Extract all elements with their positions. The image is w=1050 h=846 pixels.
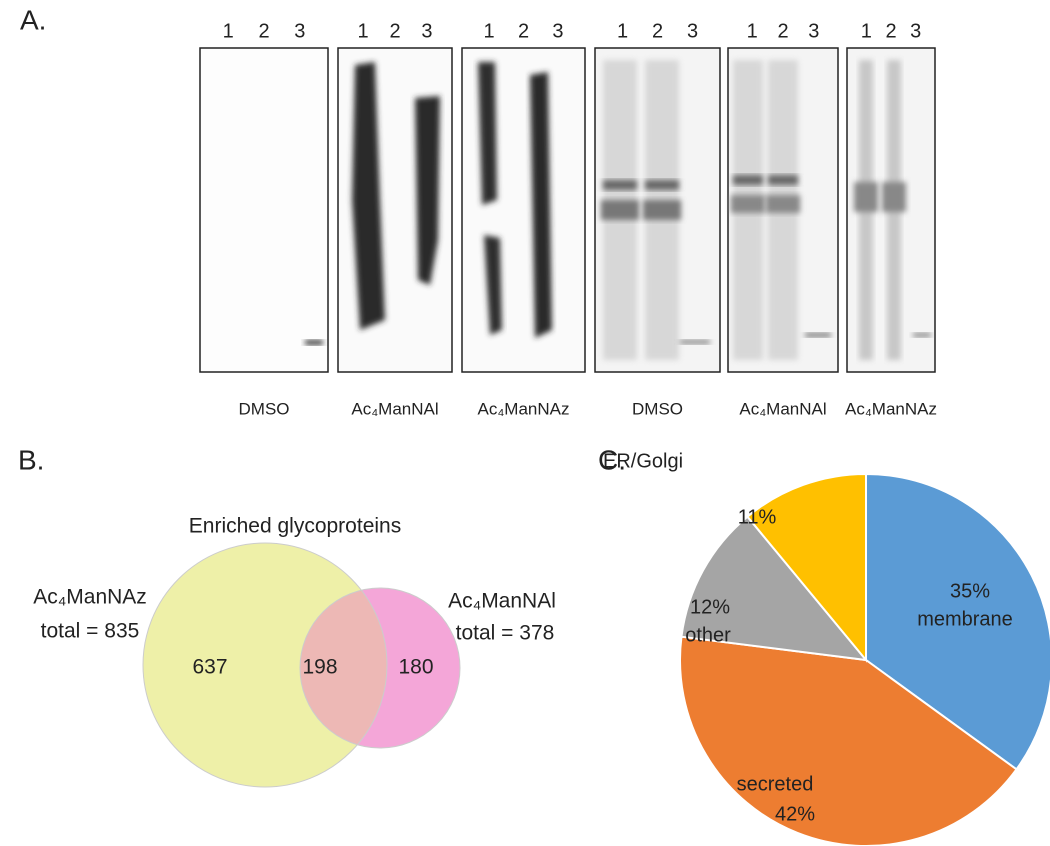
lane-number: 3 xyxy=(910,20,921,42)
slice-value-label: 35% xyxy=(950,580,990,602)
blot-caption: Ac₄ManNAl xyxy=(739,399,826,418)
lane-number: 1 xyxy=(223,20,234,42)
slice-name: secreted xyxy=(737,773,814,795)
band xyxy=(643,200,681,220)
slice-name: other xyxy=(685,624,731,646)
slice-name: membrane xyxy=(917,608,1013,630)
lane-number: 2 xyxy=(258,20,269,42)
smear xyxy=(478,62,502,335)
pie-slice xyxy=(680,515,869,662)
blot-caption: Ac₄ManNAz xyxy=(478,399,570,418)
lane-number: 3 xyxy=(421,20,432,42)
venn-title: Enriched glycoproteins xyxy=(189,515,401,538)
lane-number: 1 xyxy=(617,20,628,42)
panel-label: C. xyxy=(598,444,626,475)
venn-overlap xyxy=(300,588,387,748)
lane-number: 1 xyxy=(358,20,369,42)
smear xyxy=(415,96,440,285)
slice-name: ER/Golgi xyxy=(603,450,683,472)
set-total: total = 378 xyxy=(456,622,555,645)
band xyxy=(882,182,906,212)
lane-number: 2 xyxy=(389,20,400,42)
smear xyxy=(530,72,552,338)
blots xyxy=(199,47,936,373)
panel-label: A. xyxy=(20,4,46,35)
slice-value-label: 11% xyxy=(738,506,777,528)
lane-number: 3 xyxy=(808,20,819,42)
band xyxy=(733,175,763,185)
set-total: total = 835 xyxy=(41,620,140,643)
band xyxy=(766,195,800,213)
band xyxy=(601,200,639,220)
pie-slice xyxy=(746,472,867,663)
slice-value-label: 42% xyxy=(775,803,815,825)
pie-slice xyxy=(679,635,1018,846)
lane-number: 1 xyxy=(483,20,494,42)
blot-caption: DMSO xyxy=(239,399,290,418)
venn-outline xyxy=(142,542,388,788)
venn xyxy=(142,542,461,788)
lane-number: 3 xyxy=(294,20,305,42)
blot xyxy=(461,47,586,373)
lane-number: 1 xyxy=(861,20,872,42)
lane-number: 3 xyxy=(552,20,563,42)
lane-number: 1 xyxy=(747,20,758,42)
set-name: Ac₄ManNAl xyxy=(448,590,556,613)
band xyxy=(680,340,710,344)
band xyxy=(805,333,831,337)
blot-caption: Ac₄ManNAl xyxy=(351,399,438,418)
band xyxy=(854,182,878,212)
lane-number: 2 xyxy=(777,20,788,42)
blot-caption: Ac₄ManNAz xyxy=(845,399,937,418)
pie-slice xyxy=(865,472,1050,771)
band xyxy=(913,333,931,337)
region-count: 637 xyxy=(192,656,227,679)
band xyxy=(603,180,637,190)
lane-number: 3 xyxy=(687,20,698,42)
panel-label: B. xyxy=(18,444,44,475)
band xyxy=(768,175,798,185)
smear xyxy=(352,62,385,330)
slice-value-label: 12% xyxy=(690,596,730,618)
blot-caption: DMSO xyxy=(632,399,683,418)
set-name: Ac₄ManNAz xyxy=(33,586,147,609)
blot xyxy=(199,47,329,373)
venn-outline xyxy=(299,587,461,749)
band xyxy=(305,340,323,345)
band xyxy=(731,195,765,213)
lane-number: 2 xyxy=(652,20,663,42)
lane-number: 2 xyxy=(518,20,529,42)
lane-number: 2 xyxy=(885,20,896,42)
band xyxy=(645,180,679,190)
region-count: 180 xyxy=(398,656,433,679)
region-count: 198 xyxy=(302,656,337,679)
